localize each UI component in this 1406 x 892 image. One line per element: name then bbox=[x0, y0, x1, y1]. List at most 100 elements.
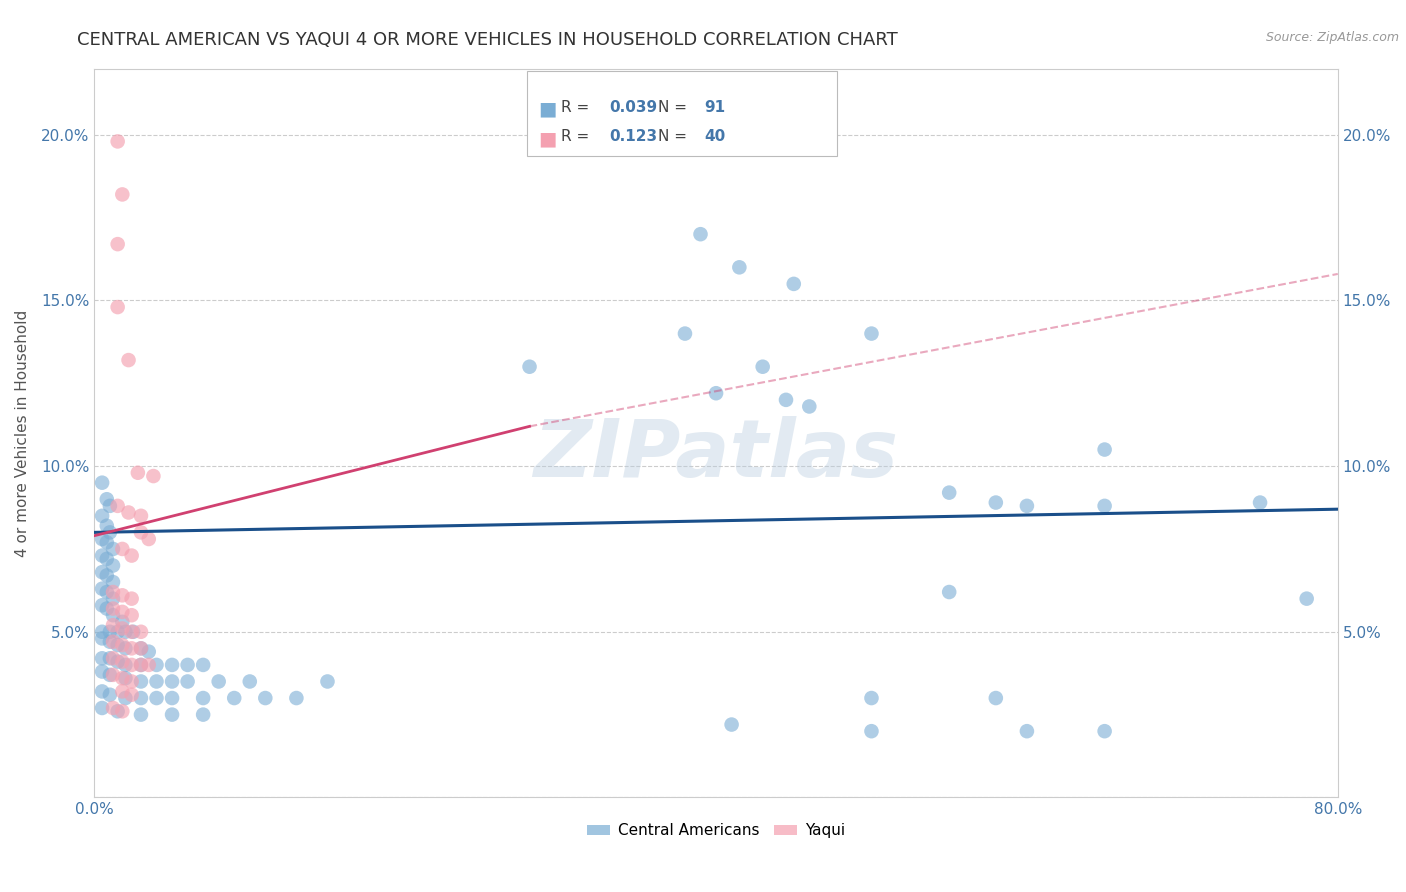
Text: ■: ■ bbox=[538, 100, 557, 119]
Point bbox=[984, 495, 1007, 509]
Point bbox=[224, 691, 246, 706]
Point bbox=[117, 506, 139, 520]
Point bbox=[129, 508, 152, 523]
Point bbox=[91, 651, 114, 665]
Point bbox=[114, 657, 136, 672]
Point bbox=[107, 638, 129, 652]
Point bbox=[799, 400, 821, 414]
Point bbox=[101, 541, 124, 556]
Point bbox=[91, 549, 114, 563]
Point bbox=[129, 641, 152, 656]
Text: CENTRAL AMERICAN VS YAQUI 4 OR MORE VEHICLES IN HOUSEHOLD CORRELATION CHART: CENTRAL AMERICAN VS YAQUI 4 OR MORE VEHI… bbox=[77, 31, 898, 49]
Point bbox=[91, 632, 114, 646]
Point bbox=[107, 300, 129, 314]
Point bbox=[519, 359, 541, 374]
Point bbox=[129, 657, 152, 672]
Point bbox=[138, 645, 160, 659]
Point bbox=[96, 552, 118, 566]
Point bbox=[775, 392, 797, 407]
Point bbox=[96, 535, 118, 549]
Point bbox=[91, 624, 114, 639]
Point bbox=[91, 475, 114, 490]
Point bbox=[160, 707, 183, 722]
Point bbox=[114, 624, 136, 639]
Point bbox=[689, 227, 711, 242]
Point bbox=[1015, 499, 1038, 513]
Point bbox=[111, 638, 134, 652]
Point bbox=[111, 655, 134, 669]
Point bbox=[107, 135, 129, 149]
Point bbox=[254, 691, 277, 706]
Point bbox=[122, 624, 145, 639]
Point bbox=[107, 624, 129, 639]
Point bbox=[91, 565, 114, 579]
Point bbox=[111, 622, 134, 636]
Point bbox=[176, 657, 198, 672]
Point bbox=[121, 549, 143, 563]
Point bbox=[111, 615, 134, 629]
Point bbox=[129, 674, 152, 689]
Text: N =: N = bbox=[658, 100, 692, 115]
Point bbox=[114, 641, 136, 656]
Point bbox=[191, 691, 214, 706]
Point bbox=[673, 326, 696, 341]
Point bbox=[91, 701, 114, 715]
Point bbox=[91, 508, 114, 523]
Point bbox=[860, 724, 883, 739]
Point bbox=[984, 691, 1007, 706]
Point bbox=[121, 591, 143, 606]
Point bbox=[145, 657, 167, 672]
Point bbox=[101, 575, 124, 590]
Point bbox=[121, 657, 143, 672]
Text: 0.039: 0.039 bbox=[609, 100, 657, 115]
Point bbox=[860, 326, 883, 341]
Point bbox=[98, 668, 121, 682]
Point bbox=[191, 707, 214, 722]
Point bbox=[1295, 591, 1317, 606]
Point bbox=[783, 277, 806, 291]
Text: Source: ZipAtlas.com: Source: ZipAtlas.com bbox=[1265, 31, 1399, 45]
Point bbox=[101, 558, 124, 573]
Point bbox=[860, 691, 883, 706]
Point bbox=[145, 674, 167, 689]
Point bbox=[138, 532, 160, 546]
Point bbox=[98, 525, 121, 540]
Text: 91: 91 bbox=[704, 100, 725, 115]
Point bbox=[191, 657, 214, 672]
Point bbox=[121, 624, 143, 639]
Point bbox=[91, 665, 114, 679]
Text: R =: R = bbox=[561, 100, 595, 115]
Legend: Central Americans, Yaqui: Central Americans, Yaqui bbox=[581, 817, 851, 845]
Point bbox=[91, 582, 114, 596]
Text: R =: R = bbox=[561, 129, 595, 145]
Point bbox=[96, 518, 118, 533]
Point bbox=[751, 359, 773, 374]
Point bbox=[114, 671, 136, 685]
Point bbox=[129, 657, 152, 672]
Point bbox=[129, 624, 152, 639]
Point bbox=[101, 618, 124, 632]
Text: ZIPatlas: ZIPatlas bbox=[533, 416, 898, 494]
Point bbox=[91, 684, 114, 698]
Point bbox=[704, 386, 727, 401]
Point bbox=[101, 634, 124, 648]
Point bbox=[107, 237, 129, 252]
Point bbox=[176, 674, 198, 689]
Point bbox=[1094, 499, 1116, 513]
Point bbox=[111, 588, 134, 602]
Point bbox=[111, 704, 134, 718]
Point bbox=[98, 499, 121, 513]
Point bbox=[129, 525, 152, 540]
Point bbox=[145, 691, 167, 706]
Point bbox=[160, 657, 183, 672]
Point bbox=[96, 568, 118, 582]
Y-axis label: 4 or more Vehicles in Household: 4 or more Vehicles in Household bbox=[15, 310, 30, 557]
Point bbox=[121, 641, 143, 656]
Point bbox=[107, 704, 129, 718]
Point bbox=[111, 671, 134, 685]
Point bbox=[121, 608, 143, 623]
Text: 40: 40 bbox=[704, 129, 725, 145]
Point bbox=[96, 492, 118, 507]
Point bbox=[285, 691, 308, 706]
Point bbox=[96, 585, 118, 599]
